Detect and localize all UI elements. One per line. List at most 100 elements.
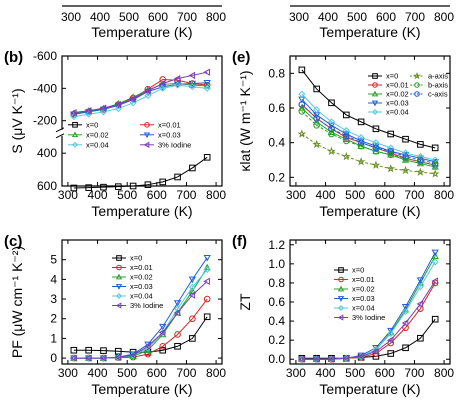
series-line [301,93,436,161]
y-tick-label: 0.4 [268,314,285,328]
x-axis-label: Temperature (K) [91,203,192,219]
data-point [159,342,167,350]
data-point [313,118,321,125]
data-point [188,276,197,284]
chart-panel-e: 0.2 0.4 0.6 0.8 300 400 500 600 700 800 Temperatur… [232,49,454,219]
data-point [173,309,181,317]
data-point [402,135,409,143]
series-x-0-04 [298,90,439,164]
y-tick-label: 0.0 [268,352,285,366]
data-point [401,319,409,327]
x-tick-label: 500 [345,188,365,202]
y-tick-label: 0.2 [268,333,285,347]
data-point [100,347,107,354]
data-point [72,122,78,128]
x-tick-label: 700 [404,366,424,380]
data-point [338,276,344,283]
data-point [328,125,335,133]
data-point [342,132,350,140]
data-point [298,108,306,115]
top-xtick: 700 [405,10,425,24]
y-tick-label: 3 [50,292,57,306]
data-point [203,68,210,76]
series-line [301,104,436,164]
data-point [203,266,211,274]
data-point [174,331,181,338]
series-line [301,133,436,175]
data-point [189,164,196,172]
data-point [85,184,92,191]
data-point [159,84,167,92]
x-tick-label: 800 [434,188,454,202]
data-point [416,159,425,167]
legend-entry: x=0.04 [352,304,375,313]
data-point [144,87,151,95]
legend-entry: x=0.03 [158,130,181,139]
data-point [85,346,92,354]
data-point [188,83,196,91]
data-point [371,90,379,97]
legend-entry: b-axis [428,81,448,90]
data-point [357,138,365,145]
data-point [115,284,123,290]
data-point [357,352,364,361]
plot-frame [61,239,223,365]
series-x-0-03 [298,96,439,166]
data-point [337,304,345,312]
data-point [188,283,196,291]
data-point [357,118,365,126]
y-axis-label: ZT [237,293,253,311]
y-tick-label: 400 [37,146,57,160]
chart-panel-c: 0 1 2 3 4 5 300 400 500 600 700 800 Temperature (K) P… [4,233,226,397]
data-point [337,296,345,302]
top-left-xlabel: Temperature (K) [91,24,192,40]
data-point [402,308,410,316]
data-point [337,314,344,321]
x-axis-label: Temperature (K) [319,381,420,397]
data-point [402,153,409,160]
series-line [301,104,436,166]
data-point [431,279,439,287]
data-point [188,80,197,88]
plot-frame [289,55,451,187]
data-point [402,344,409,352]
data-point [328,99,335,107]
data-point [71,131,79,138]
x-tick-label: 800 [434,366,454,380]
data-point [387,148,395,156]
legend-entry: x=0.04 [130,292,153,301]
top-xtick: 300 [289,10,309,24]
data-point [342,354,350,362]
data-point [159,323,167,331]
data-point [371,160,381,169]
data-point [431,277,438,285]
data-point [129,351,136,359]
data-point [372,347,379,356]
y-axis-label: S (μV K⁻¹) [9,88,25,153]
x-tick-label: 600 [147,366,167,380]
series-line [301,98,436,163]
data-point [203,295,211,303]
data-point [298,355,305,363]
data-point [313,122,320,129]
x-tick-label: 500 [345,366,365,380]
series-3-iodine [298,277,438,363]
data-point [116,264,122,271]
data-point [174,173,181,181]
legend-entry: a-axis [428,72,448,81]
legend-entry: 3% Iodine [352,313,385,322]
data-point [313,106,321,114]
data-point [158,79,166,88]
data-point [417,141,424,148]
data-point [99,354,107,362]
x-tick-label: 700 [404,188,424,202]
data-point [387,148,395,155]
data-point [356,157,366,166]
data-point [115,302,122,309]
data-point [298,66,306,74]
x-axis-label: Temperature (K) [319,203,420,219]
x-tick-label: 300 [286,366,306,380]
data-point [298,101,306,108]
legend-entry: x=0.02 [130,273,153,282]
data-point [386,164,396,173]
